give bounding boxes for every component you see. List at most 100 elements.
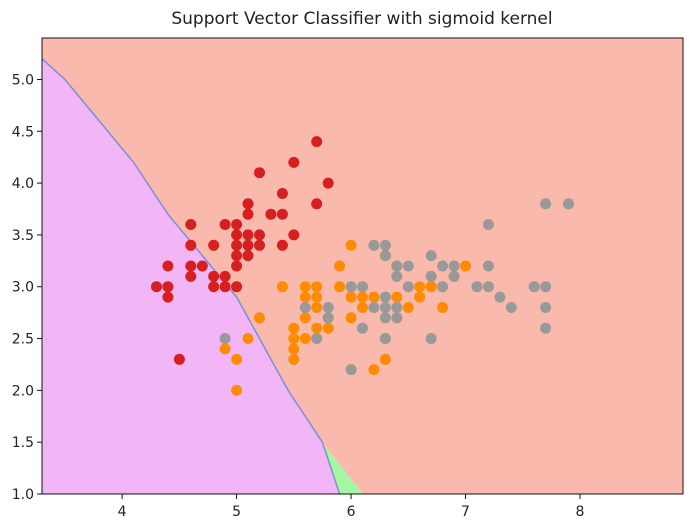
data-point	[276, 208, 288, 220]
data-point	[288, 353, 300, 365]
data-point	[162, 291, 174, 303]
data-point	[563, 198, 574, 210]
data-point	[242, 198, 254, 210]
data-point	[242, 229, 254, 241]
data-point	[379, 312, 391, 324]
data-point	[357, 281, 368, 293]
data-point	[540, 281, 552, 293]
data-point	[288, 156, 300, 168]
data-point	[208, 239, 220, 251]
data-point	[311, 281, 323, 293]
data-point	[425, 270, 437, 282]
data-point	[288, 322, 300, 334]
y-tick-label: 2.5	[12, 332, 34, 348]
data-point	[368, 291, 380, 303]
data-point	[505, 302, 517, 313]
series-1	[151, 136, 334, 365]
data-point	[311, 291, 323, 303]
x-tick-label: 5	[232, 504, 241, 520]
data-point	[334, 281, 346, 293]
data-point	[311, 333, 323, 344]
data-point	[185, 270, 197, 282]
data-point	[322, 177, 334, 189]
data-point	[231, 384, 243, 396]
data-point	[185, 219, 197, 230]
data-point	[334, 260, 346, 272]
data-point	[540, 302, 552, 313]
data-point	[311, 322, 323, 334]
data-point	[276, 239, 288, 251]
data-point	[345, 291, 357, 303]
data-point	[254, 312, 265, 324]
data-point	[242, 250, 254, 262]
y-tick-label: 2.0	[12, 383, 34, 399]
plot-frame	[41, 37, 684, 495]
data-point	[494, 291, 506, 303]
data-point	[425, 281, 437, 293]
decision-regions	[42, 38, 683, 494]
data-point	[379, 250, 391, 262]
y-tick-label: 3.0	[12, 280, 34, 296]
data-point	[357, 291, 368, 303]
data-point	[196, 260, 208, 272]
data-point	[322, 312, 334, 324]
data-point	[219, 343, 231, 355]
data-point	[402, 281, 414, 293]
data-point	[528, 281, 540, 293]
data-point	[242, 208, 254, 220]
data-point	[471, 281, 483, 293]
data-point	[402, 302, 414, 313]
data-point	[425, 333, 437, 344]
data-point	[379, 239, 391, 251]
x-tick-label: 8	[576, 504, 585, 520]
x-tick-label: 6	[347, 504, 356, 520]
data-point	[219, 219, 231, 230]
data-point	[460, 260, 471, 272]
data-point	[288, 343, 300, 355]
data-point	[540, 322, 552, 334]
data-point	[299, 302, 311, 313]
x-tick-label: 4	[118, 504, 127, 520]
data-point	[231, 353, 243, 365]
data-points	[151, 136, 574, 396]
data-point	[379, 291, 391, 303]
decision-region-2	[322, 442, 363, 494]
data-point	[208, 281, 220, 293]
chart-title: Support Vector Classifier with sigmoid k…	[171, 9, 552, 29]
data-point	[414, 291, 426, 303]
data-point	[540, 198, 552, 210]
data-point	[357, 302, 368, 313]
data-point	[345, 239, 357, 251]
data-point	[254, 239, 265, 251]
data-point	[299, 281, 311, 293]
data-point	[437, 281, 449, 293]
data-point	[368, 239, 380, 251]
data-point	[482, 281, 494, 293]
data-point	[265, 208, 277, 220]
series-3	[219, 198, 574, 376]
decision-boundary-line	[42, 58, 341, 494]
data-point	[254, 167, 265, 179]
data-point	[208, 270, 220, 282]
data-point	[299, 312, 311, 324]
data-point	[379, 353, 391, 365]
data-point	[276, 188, 288, 199]
data-point	[379, 333, 391, 344]
data-point	[448, 270, 460, 282]
axes: 4 5 6 7 8 1.0 1.5 2.0 2.5 3.0 3.5 4.0 4.5 5.0	[12, 37, 684, 520]
data-point	[391, 260, 403, 272]
data-point	[231, 219, 243, 230]
data-point	[437, 260, 449, 272]
data-point	[242, 333, 254, 344]
data-point	[402, 260, 414, 272]
data-point	[448, 260, 460, 272]
data-point	[414, 281, 426, 293]
y-tick-label: 3.5	[12, 228, 34, 244]
data-point	[345, 312, 357, 324]
data-point	[276, 281, 288, 293]
data-point	[162, 260, 174, 272]
data-point	[299, 333, 311, 344]
data-point	[231, 281, 243, 293]
data-point	[379, 302, 391, 313]
